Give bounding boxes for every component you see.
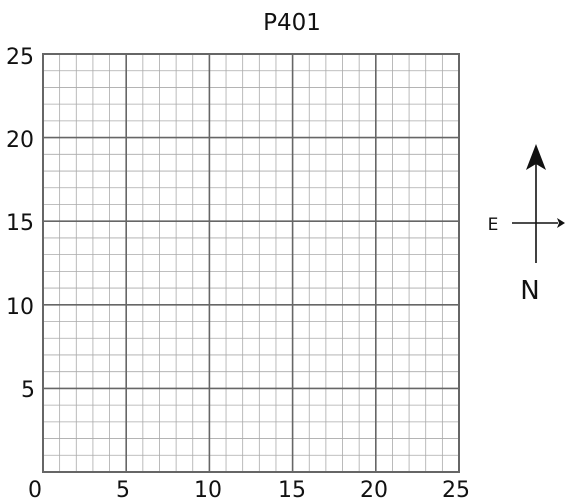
y-tick-label-15: 15	[6, 211, 34, 236]
x-tick-label-25: 25	[442, 478, 470, 502]
y-axis-tick-labels: 25 20 15 10 5	[6, 45, 35, 403]
y-tick-label-5: 5	[21, 378, 35, 403]
compass-rose: E N	[488, 144, 565, 306]
y-tick-label-10: 10	[6, 295, 34, 320]
x-tick-label-15: 15	[278, 478, 306, 502]
x-tick-label-0: 0	[28, 478, 42, 502]
figure-title: P401	[263, 10, 321, 36]
x-tick-label-10: 10	[194, 478, 222, 502]
x-axis-tick-labels: 0 5 10 15 20 25	[28, 478, 470, 502]
y-tick-label-25: 25	[6, 45, 34, 70]
east-arrow-head-icon	[557, 218, 565, 228]
x-tick-label-20: 20	[360, 478, 388, 502]
x-tick-label-5: 5	[116, 478, 130, 502]
y-tick-label-20: 20	[6, 128, 34, 153]
coordinate-grid	[42, 53, 460, 473]
compass-north-label: N	[520, 276, 539, 306]
grid-border	[42, 53, 460, 473]
compass-east-label: E	[488, 215, 499, 235]
north-arrow-head-icon	[526, 144, 546, 170]
